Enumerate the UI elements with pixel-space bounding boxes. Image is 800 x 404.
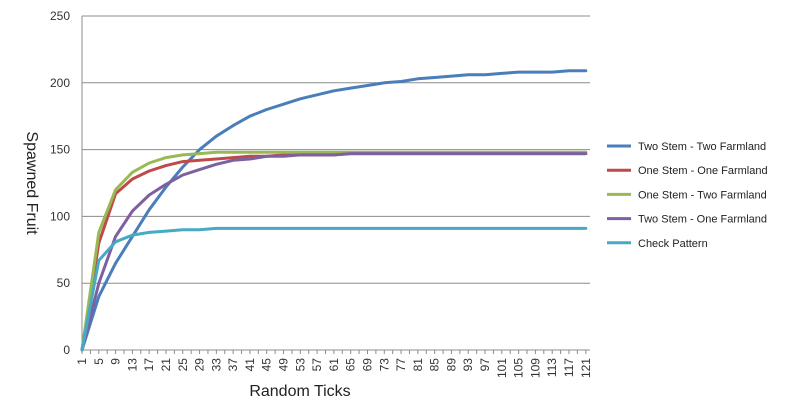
x-tick-label: 89: [444, 358, 458, 372]
x-tick-label: 105: [512, 358, 526, 378]
legend-label: One Stem - Two Farmland: [638, 189, 767, 201]
x-tick-label: 25: [176, 358, 190, 372]
y-tick-label: 150: [50, 143, 70, 157]
x-tick-label: 85: [428, 358, 442, 372]
series-line-5: [80, 226, 588, 352]
legend-label: One Stem - One Farmland: [638, 165, 768, 177]
axis-layer: 0 50 100 150 200 250 1 5 9 13 17 21 25 29 33 37 41 45 49 53…: [50, 9, 593, 378]
legend-label: Two Stem - Two Farmland: [638, 141, 766, 153]
x-tick-label: 37: [226, 358, 240, 372]
series-line-3: [80, 150, 588, 352]
legend: Two Stem - Two Farmland One Stem - One Fa…: [607, 141, 768, 250]
y-tick-label: 50: [57, 276, 71, 290]
x-axis-title: Random Ticks: [249, 383, 350, 400]
x-tick-label: 9: [109, 358, 123, 365]
x-tick-label: 109: [528, 358, 542, 378]
x-tick-label: 121: [579, 358, 593, 378]
x-tick-label: 69: [360, 358, 374, 372]
grid-layer: [82, 15, 590, 284]
x-tick-label: 57: [310, 358, 324, 372]
x-tick-label: 101: [495, 358, 509, 378]
x-tick-label: 97: [478, 358, 492, 372]
y-tick-label: 200: [50, 76, 70, 90]
series-line-2: [80, 152, 588, 352]
x-tick-label: 113: [545, 358, 559, 377]
x-tick-label: 33: [209, 358, 223, 372]
series-layer: [80, 69, 588, 352]
y-tick-label: 100: [50, 209, 70, 223]
x-tick-label: 77: [394, 358, 408, 372]
series-line-1: [80, 69, 588, 352]
x-tick-label: 21: [159, 358, 173, 372]
x-tick-label: 13: [125, 358, 139, 372]
x-tick-label: 53: [293, 358, 307, 372]
x-tick-label: 45: [260, 358, 274, 372]
y-tick-label: 0: [63, 343, 70, 357]
x-tick-label: 117: [562, 358, 576, 377]
x-tick-label: 1: [75, 358, 89, 365]
x-tick-label: 49: [277, 358, 291, 372]
legend-label: Two Stem - One Farmland: [638, 214, 767, 226]
x-tick-label: 93: [461, 358, 475, 372]
x-tick-label: 65: [344, 358, 358, 372]
x-tick-label: 41: [243, 358, 257, 372]
y-axis-title: Spawned Fruit: [23, 131, 40, 235]
y-tick-label: 250: [50, 9, 70, 23]
x-tick-label: 81: [411, 358, 425, 372]
x-tick-label: 73: [377, 358, 391, 372]
x-tick-label: 61: [327, 358, 341, 372]
x-tick-label: 5: [92, 358, 106, 365]
series-line-4: [80, 152, 588, 352]
x-tick-label: 29: [193, 358, 207, 372]
x-tick-label: 17: [142, 358, 156, 372]
legend-label: Check Pattern: [638, 238, 708, 250]
